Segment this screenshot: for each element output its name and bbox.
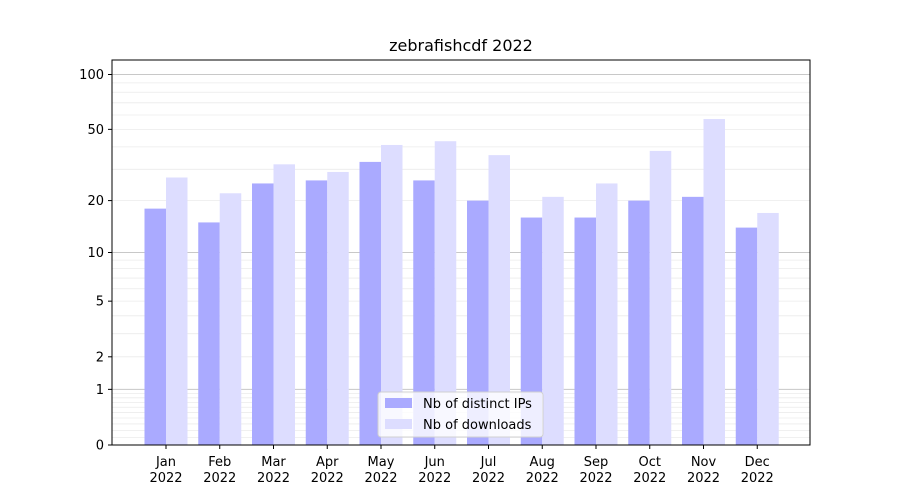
x-tick-label: 2022 bbox=[364, 471, 397, 486]
bar bbox=[682, 196, 704, 445]
bar bbox=[144, 208, 166, 445]
bar bbox=[198, 222, 220, 445]
x-tick-label: Jun bbox=[424, 455, 445, 470]
legend-swatch bbox=[385, 398, 412, 408]
bar bbox=[359, 161, 381, 445]
bar bbox=[574, 217, 596, 445]
bar bbox=[735, 227, 758, 445]
x-tick-label: 2022 bbox=[311, 471, 344, 486]
y-tick-label: 100 bbox=[79, 68, 104, 83]
legend-label: Nb of downloads bbox=[423, 418, 532, 433]
x-tick-label: 2022 bbox=[149, 471, 182, 486]
x-tick-label: 2022 bbox=[418, 471, 451, 486]
y-tick-label: 5 bbox=[96, 295, 104, 310]
bar bbox=[273, 164, 295, 445]
bar bbox=[649, 150, 672, 445]
x-tick-label: Feb bbox=[208, 455, 231, 470]
bar bbox=[434, 141, 457, 446]
x-tick-label: Apr bbox=[316, 455, 339, 470]
y-tick-label: 10 bbox=[87, 246, 104, 261]
x-tick-label: 2022 bbox=[579, 471, 612, 486]
x-tick-label: 2022 bbox=[203, 471, 236, 486]
bar bbox=[305, 180, 328, 446]
bar bbox=[703, 119, 725, 445]
x-tick-label: Jan bbox=[155, 455, 176, 470]
x-tick-label: 2022 bbox=[687, 471, 720, 486]
bar bbox=[596, 183, 618, 445]
x-tick-label: 2022 bbox=[257, 471, 290, 486]
bars bbox=[144, 119, 779, 446]
y-tick-label: 50 bbox=[87, 123, 104, 138]
bar bbox=[166, 177, 188, 445]
legend-box bbox=[377, 391, 544, 438]
x-tick-label: 2022 bbox=[633, 471, 666, 486]
y-tick-label: 0 bbox=[96, 439, 104, 454]
x-tick-label: Dec bbox=[745, 455, 770, 470]
legend-swatch bbox=[385, 419, 412, 429]
x-axis-ticks: Jan2022Feb2022Mar2022Apr2022May2022Jun20… bbox=[149, 445, 774, 486]
x-tick-label: May bbox=[368, 455, 395, 470]
bar bbox=[467, 200, 489, 445]
x-tick-label: Mar bbox=[261, 455, 286, 470]
x-tick-label: 2022 bbox=[741, 471, 774, 486]
x-tick-label: Aug bbox=[530, 455, 555, 470]
bar bbox=[628, 200, 650, 445]
legend: Nb of distinct IPs Nb of downloads bbox=[377, 391, 544, 438]
y-tick-label: 20 bbox=[87, 194, 104, 209]
bar bbox=[757, 212, 779, 445]
y-axis-ticks: 0 1 2 5 10 20 50 100 bbox=[79, 68, 112, 454]
legend-label: Nb of distinct IPs bbox=[423, 397, 532, 412]
x-tick-label: 2022 bbox=[526, 471, 559, 486]
bar bbox=[252, 183, 274, 445]
x-tick-label: Nov bbox=[691, 455, 717, 470]
x-tick-label: Oct bbox=[639, 455, 661, 470]
x-tick-label: 2022 bbox=[472, 471, 505, 486]
x-tick-label: Sep bbox=[584, 455, 609, 470]
y-tick-label: 1 bbox=[96, 383, 104, 398]
y-tick-label: 2 bbox=[96, 350, 104, 365]
bar bbox=[381, 144, 403, 445]
chart-title: zebrafishcdf 2022 bbox=[389, 36, 533, 55]
x-tick-label: Jul bbox=[480, 455, 497, 470]
bar bbox=[413, 180, 435, 446]
bar bbox=[327, 171, 349, 445]
bar bbox=[542, 196, 564, 445]
bar bbox=[520, 217, 543, 445]
bar bbox=[488, 155, 510, 446]
bar bbox=[219, 193, 242, 445]
